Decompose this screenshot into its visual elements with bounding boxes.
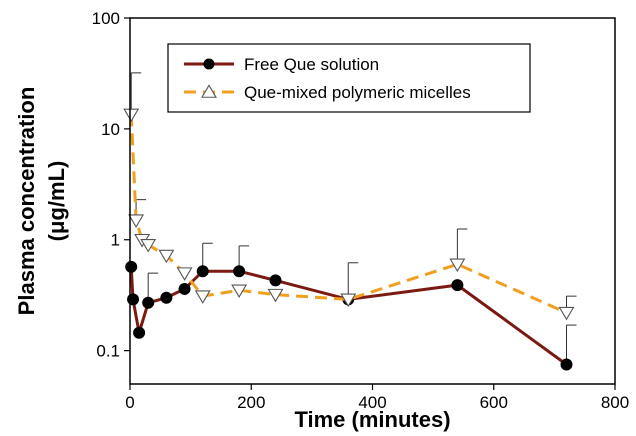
- x-tick-label: 600: [480, 393, 508, 412]
- y-tick-label: 10: [101, 120, 120, 139]
- series-que-mixed-polymeric-micelles: [123, 72, 577, 321]
- y-tick-label: 100: [92, 9, 120, 28]
- y-axis-title-line-1: Plasma concentration: [14, 87, 39, 316]
- data-point: [267, 288, 284, 303]
- data-point: [194, 290, 211, 304]
- data-point: [178, 282, 191, 295]
- y-tick-label: 1: [111, 231, 120, 250]
- series-line: [129, 266, 568, 366]
- ticks: 0 200 400 600 800 100 10 1 0.1: [92, 9, 630, 412]
- legend: Free Que solution Que-mixed polymeric mic…: [167, 43, 531, 113]
- data-point: [160, 291, 173, 304]
- data-point: [140, 239, 157, 253]
- data-point: [142, 296, 155, 309]
- data-point: [233, 265, 246, 278]
- data-point: [123, 108, 140, 123]
- data-point: [125, 260, 138, 273]
- legend-label: Que-mixed polymeric micelles: [244, 83, 471, 102]
- data-point: [133, 326, 146, 339]
- data-point: [451, 279, 464, 292]
- data-point: [340, 293, 357, 308]
- data-point: [196, 265, 209, 278]
- data-point: [558, 306, 575, 321]
- x-tick-label: 200: [237, 393, 265, 412]
- series-free-que-solution: [125, 242, 577, 371]
- series-line: [129, 114, 568, 315]
- legend-marker: [201, 84, 217, 98]
- data-point: [127, 293, 140, 306]
- legend-box: [167, 43, 531, 113]
- data-point: [449, 258, 466, 273]
- data-point: [158, 249, 175, 264]
- data-point: [176, 267, 193, 281]
- x-axis-title: Time (minutes): [294, 407, 450, 432]
- data-point: [269, 274, 282, 287]
- x-tick-label: 800: [601, 393, 629, 412]
- legend-label: Free Que solution: [244, 55, 379, 74]
- y-tick-label: 0.1: [96, 342, 120, 361]
- x-tick-label: 400: [358, 393, 386, 412]
- x-tick-label: 0: [125, 393, 134, 412]
- plot-area: [123, 72, 577, 371]
- data-point: [128, 214, 145, 228]
- data-point: [231, 284, 248, 299]
- legend-marker: [203, 58, 215, 70]
- y-axis-title-line-2: (μg/mL): [44, 161, 69, 242]
- data-point: [560, 358, 573, 371]
